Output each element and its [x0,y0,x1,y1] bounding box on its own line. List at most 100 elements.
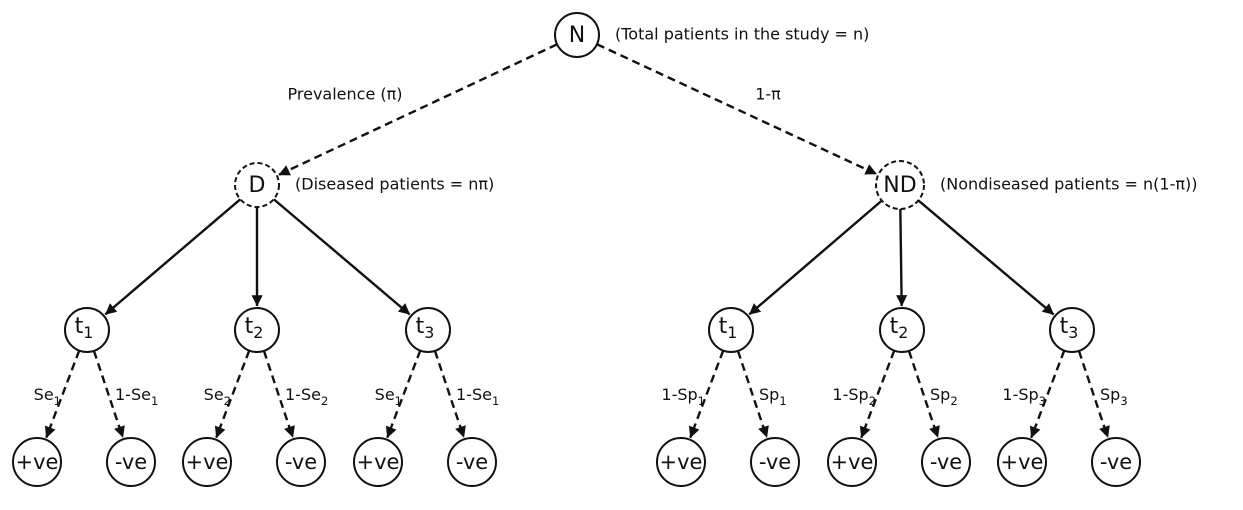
edge [896,208,908,307]
edge-label-sub: 3 [1120,394,1127,408]
node-circle [921,437,971,487]
node-circle [750,437,800,487]
edge-label: 1-Se1 [115,385,158,408]
branch-note: (Diseased patients = nπ) [295,175,494,194]
edge-label-main: 1-Sp [661,385,697,404]
leaf-label: -ve [1100,450,1132,474]
test-label: t2 [245,314,264,342]
leaf-label: +ve [357,450,400,474]
test-label-main: t [245,314,254,339]
node-circle [276,437,326,487]
edge-label: 1-Sp1 [661,385,705,408]
edge-label-main: 1-Sp [832,385,868,404]
test-label: t2 [890,314,909,342]
edge-label: Sp3 [1100,385,1128,408]
node-circle [234,307,280,353]
node-circle [1049,307,1095,353]
edge [92,350,125,438]
edge-label: Sp1 [759,385,787,408]
leaf-label: +ve [186,450,229,474]
test-label-main: t [890,314,899,339]
node-circle [997,437,1047,487]
leaf-label: -ve [759,450,791,474]
edge-label-main: Se [204,385,224,404]
node-circle [12,437,62,487]
edge-label-sub: 1 [698,394,705,408]
root-label: N [569,23,585,48]
edge-label-sub: 3 [1039,394,1046,408]
edge-label-main: 1-Se [456,385,492,404]
edge [385,350,422,439]
node-circle [106,437,156,487]
leaf-label: +ve [1001,450,1044,474]
node-circle [64,307,110,353]
edge-label-sub: 2 [321,394,328,408]
edge [859,350,896,439]
edge [433,350,466,438]
test-label-sub: 1 [83,323,93,342]
edge-label: Se1 [34,385,61,408]
test-label-sub: 2 [253,323,263,342]
edge-label-main: Se [34,385,54,404]
node-circle [234,162,280,208]
leaf-label: -ve [285,450,317,474]
edge-label-main: 1-Se [115,385,151,404]
edge [907,350,940,438]
node-circle [656,437,706,487]
node-circle [875,160,925,210]
edge-label-sub: 1 [395,394,402,408]
node-circle [827,437,877,487]
edge-label: Se1 [375,385,402,408]
test-label-main: t [75,314,84,339]
edge [1029,350,1066,439]
edge [278,43,558,176]
edge-label-sub: 1 [492,394,499,408]
test-label-sub: 3 [1068,323,1078,342]
edge [44,350,81,439]
node-circle [447,437,497,487]
leaf-label: -ve [115,450,147,474]
branch-note: (Nondiseased patients = n(1-π)) [940,175,1197,194]
node-circle [554,12,600,58]
node-circle [182,437,232,487]
edge-label-main: 1-Se [285,385,321,404]
edge-label-sub: 2 [950,394,957,408]
edge-label-sub: 1 [779,394,786,408]
leaf-label: -ve [930,450,962,474]
leaf-label: +ve [831,450,874,474]
edge-label-sub: 2 [869,394,876,408]
edge-label-main: Sp [1100,385,1120,404]
edge [917,199,1055,316]
leaf-label: +ve [660,450,703,474]
edge-label: Se2 [204,385,231,408]
node-circle [708,307,754,353]
edge-label: 1-Se2 [285,385,328,408]
edge [273,198,411,316]
test-label: t3 [1060,314,1079,342]
edge [748,199,883,316]
edge [262,350,295,438]
edge-label-sub: 1 [54,394,61,408]
edge [688,350,725,439]
root-note: (Total patients in the study = n) [615,25,869,44]
test-label-main: t [1060,314,1069,339]
edge [104,198,242,316]
edge-label: Sp2 [930,385,958,408]
leaf-label: -ve [456,450,488,474]
edge [736,350,769,438]
edge-label-main: 1-Sp [1002,385,1038,404]
edge-label-sub: 1 [151,394,158,408]
test-label: t3 [416,314,435,342]
node-circle [1091,437,1141,487]
test-label-sub: 3 [424,323,434,342]
edge [596,43,877,176]
test-label-sub: 2 [898,323,908,342]
edge-label: 1-Sp2 [832,385,876,408]
edge [214,350,251,439]
edge-label: 1-Se1 [456,385,499,408]
node-circle [879,307,925,353]
edge-label: 1-Sp3 [1002,385,1046,408]
branch-edge-label: 1-π [755,85,781,104]
edge-label-main: Sp [759,385,779,404]
leaf-label: +ve [16,450,59,474]
